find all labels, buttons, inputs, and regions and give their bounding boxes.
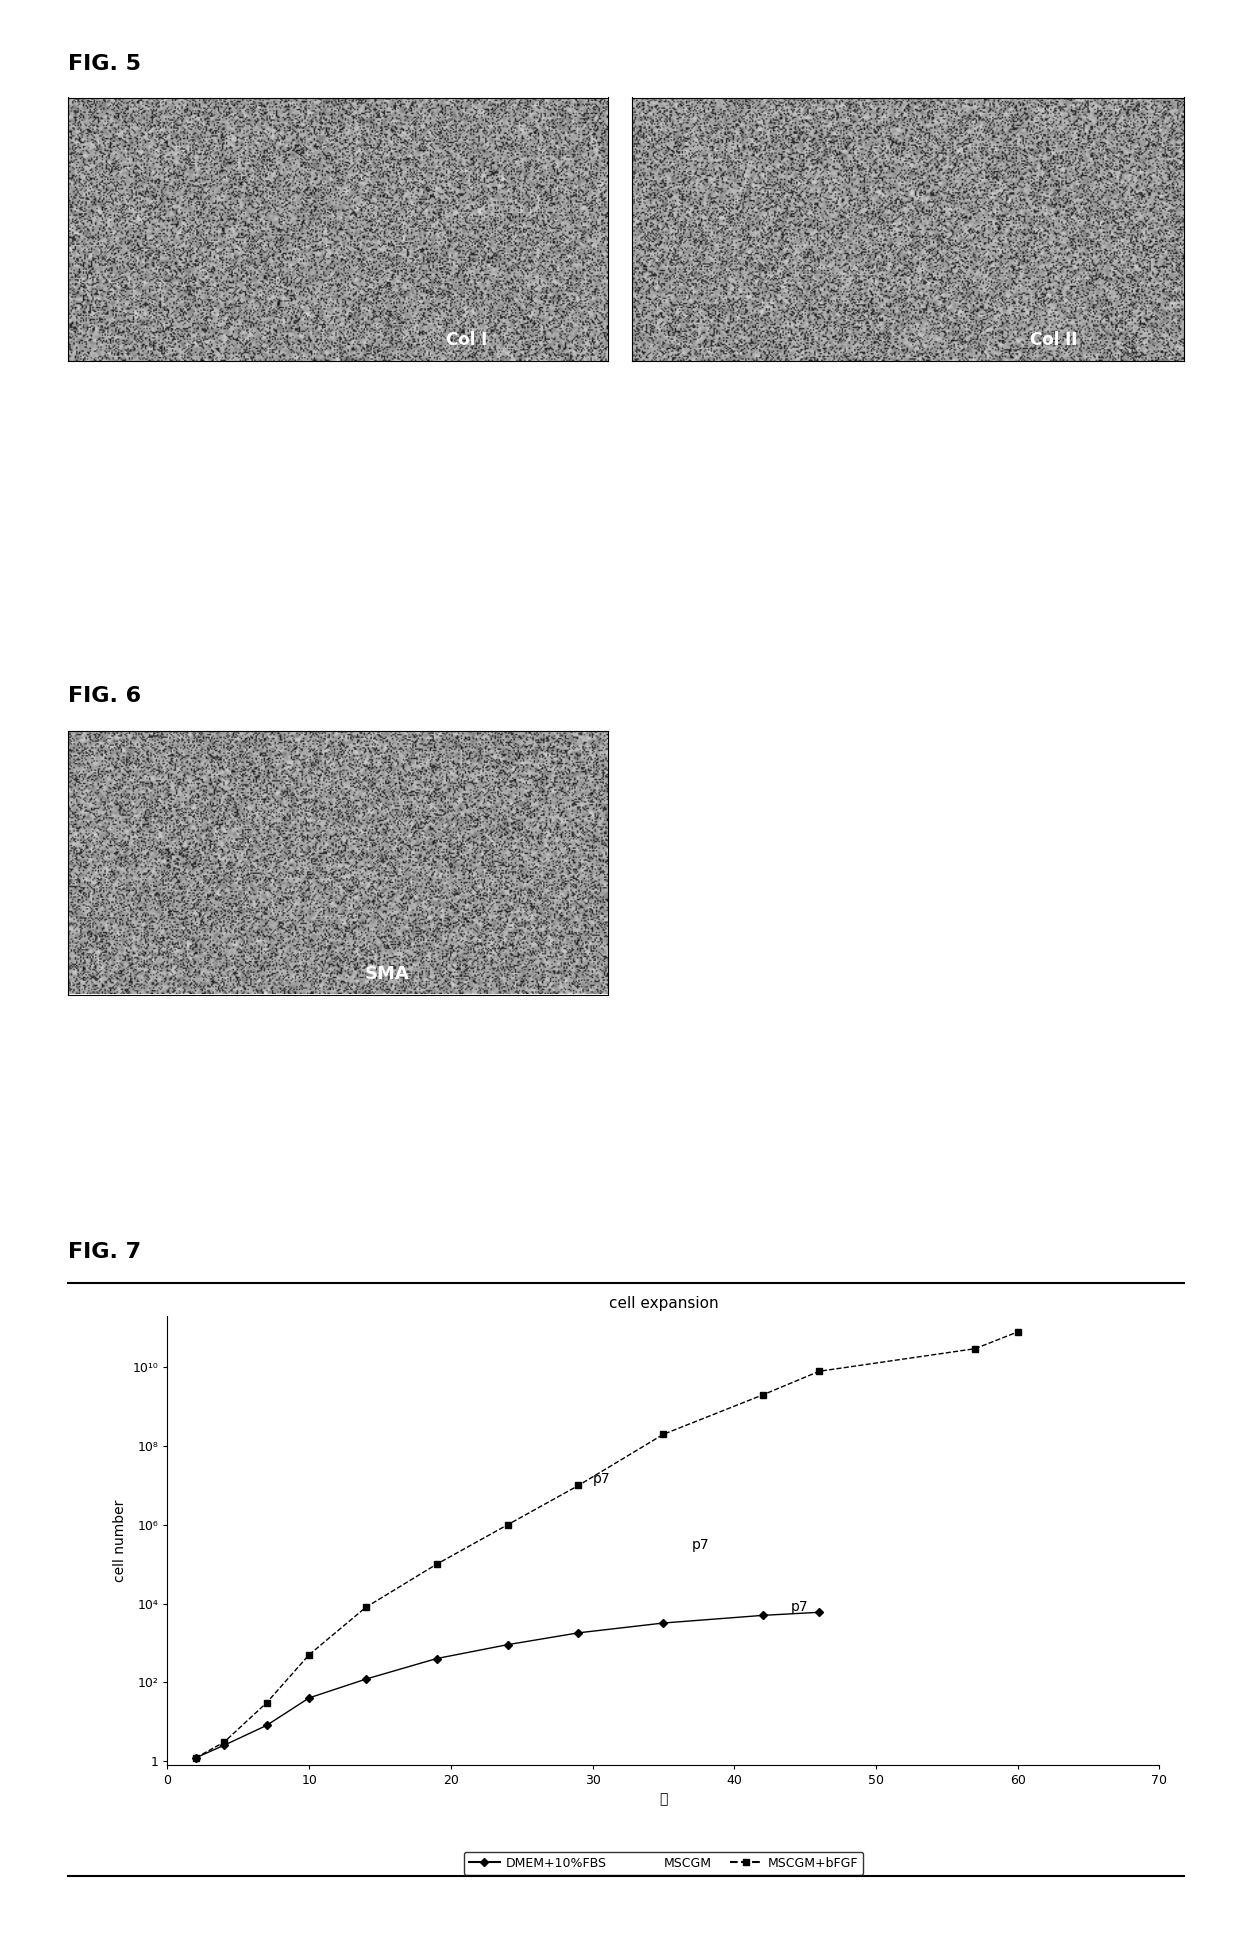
Text: SMA: SMA	[365, 965, 409, 983]
Y-axis label: cell number: cell number	[113, 1500, 126, 1581]
Text: p7: p7	[791, 1601, 808, 1615]
Text: FIG. 6: FIG. 6	[68, 686, 141, 706]
Legend: DMEM+10%FBS, MSCGM, MSCGM+bFGF: DMEM+10%FBS, MSCGM, MSCGM+bFGF	[464, 1852, 863, 1874]
Text: FIG. 5: FIG. 5	[68, 55, 141, 74]
Text: Col II: Col II	[1029, 332, 1078, 349]
Title: cell expansion: cell expansion	[609, 1297, 718, 1310]
Text: p7: p7	[593, 1472, 610, 1486]
Text: Col I: Col I	[446, 332, 487, 349]
Text: FIG. 7: FIG. 7	[68, 1242, 141, 1262]
Text: p7: p7	[692, 1539, 709, 1552]
X-axis label: 일: 일	[660, 1792, 667, 1806]
